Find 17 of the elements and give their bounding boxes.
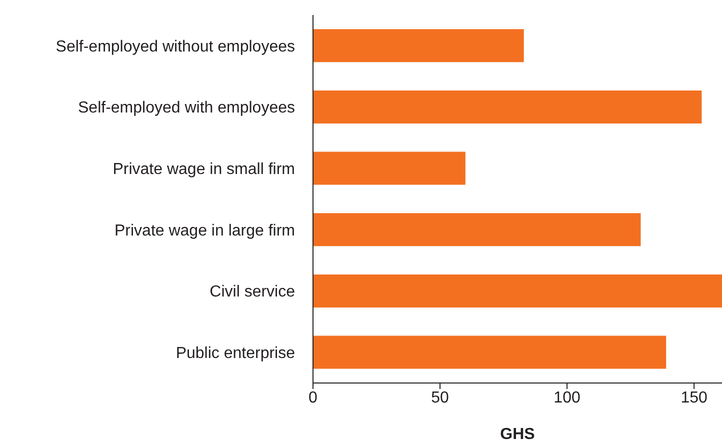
x-tick-label: 100 (554, 389, 580, 406)
y-tick-label: Civil service (210, 284, 296, 301)
y-tick-label: Private wage in small firm (112, 161, 295, 178)
bar (313, 29, 524, 62)
bar (313, 336, 666, 369)
x-tick-label: 50 (431, 389, 450, 406)
y-tick-label: Private wage in large firm (114, 222, 295, 240)
y-tick-label: Self-employed without employees (56, 38, 295, 56)
bar (313, 152, 466, 185)
x-tick-label: 150 (680, 389, 708, 406)
y-tick-label: Public enterprise (176, 345, 296, 362)
x-axis-title: GHS (500, 426, 536, 441)
x-tick-label: 0 (308, 389, 318, 406)
bar (313, 90, 702, 124)
bar (313, 274, 722, 308)
y-tick-label: Self-employed with employees (78, 100, 295, 117)
bar (313, 213, 641, 246)
